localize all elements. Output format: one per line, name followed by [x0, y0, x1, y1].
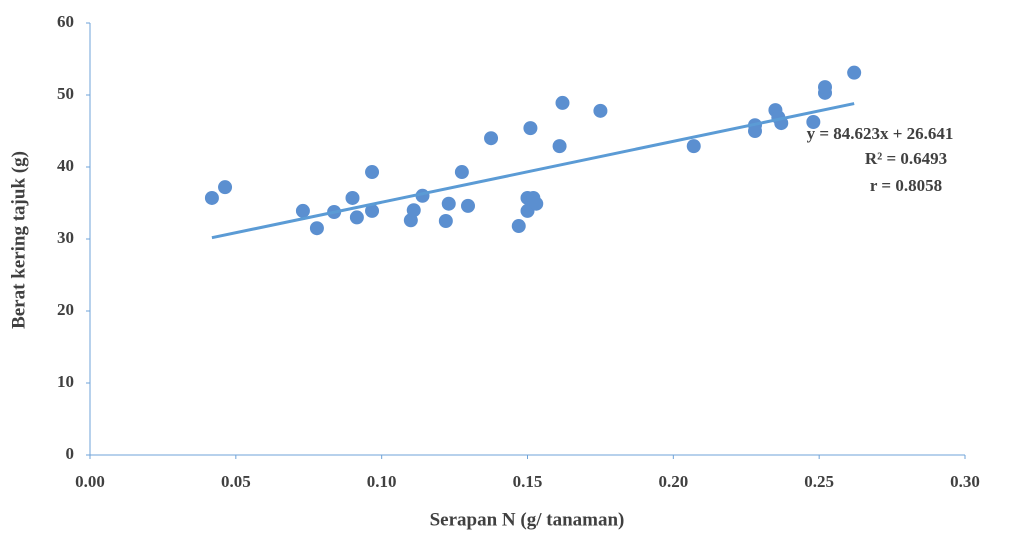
point — [552, 139, 567, 154]
y-tick-label: 60 — [57, 12, 74, 31]
x-tick-label: 0.10 — [367, 472, 397, 491]
point — [529, 196, 544, 211]
y-tick-label: 10 — [57, 372, 74, 391]
point — [461, 198, 475, 213]
point — [523, 121, 538, 136]
point — [218, 180, 233, 195]
point — [438, 214, 453, 228]
x-tick-label: 0.05 — [221, 472, 251, 491]
point — [511, 219, 526, 234]
y-tick-label: 40 — [57, 156, 74, 175]
trendline — [211, 102, 855, 240]
y-tick-label: 50 — [57, 84, 74, 103]
point — [593, 103, 608, 118]
x-tick-label: 0.00 — [75, 472, 105, 491]
point — [806, 115, 821, 129]
point — [349, 210, 364, 225]
point — [441, 196, 456, 211]
point — [748, 124, 762, 138]
annotation: r = 0.8058 — [870, 176, 942, 195]
point — [454, 165, 469, 180]
y-tick-label: 20 — [57, 300, 74, 319]
point — [309, 221, 324, 236]
point — [686, 139, 701, 154]
y-tick-label: 0 — [66, 444, 75, 463]
point — [484, 131, 499, 146]
x-tick-label: 0.25 — [804, 472, 834, 491]
point — [345, 190, 360, 205]
point — [365, 165, 380, 180]
x-tick-label: 0.15 — [513, 472, 543, 491]
annotation: R² = 0.6493 — [865, 149, 947, 168]
point — [847, 65, 862, 80]
point — [818, 80, 832, 95]
x-tick-label: 0.20 — [658, 472, 688, 491]
point — [555, 95, 570, 110]
x-axis-title: Serapan N (g/ tanaman) — [430, 509, 625, 530]
point — [365, 203, 380, 218]
x-tick-label: 0.30 — [950, 472, 980, 491]
y-tick-label: 30 — [57, 228, 74, 247]
point — [204, 190, 219, 205]
y-axis-title: Berat kering tajuk (g) — [8, 151, 29, 329]
point — [406, 203, 421, 218]
point — [295, 203, 310, 218]
annotation: y = 84.623x + 26.641 — [807, 124, 954, 143]
